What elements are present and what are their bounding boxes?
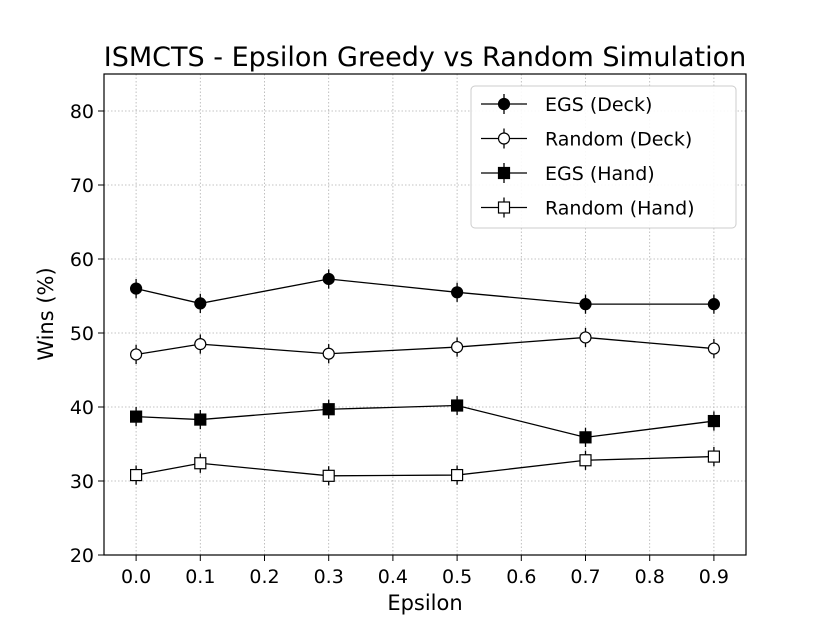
x-tick-label: 0.1 bbox=[185, 566, 215, 588]
x-tick-label: 0.6 bbox=[506, 566, 536, 588]
y-tick-label: 50 bbox=[70, 323, 94, 345]
data-point bbox=[322, 403, 335, 416]
series-line bbox=[135, 278, 714, 305]
legend-label: EGS (Hand) bbox=[545, 163, 655, 185]
legend-label: EGS (Deck) bbox=[545, 94, 652, 116]
data-point bbox=[579, 298, 592, 311]
x-tick-label: 0.3 bbox=[314, 566, 344, 588]
x-tick-label: 0.8 bbox=[635, 566, 665, 588]
axes: 0.0 0.1 0.2 0.3 0.4 0.5 0.6 0.7 0.8 0.9 20 30 40 50 60… bbox=[70, 101, 729, 588]
legend-item: EGS (Hand) bbox=[481, 163, 655, 185]
data-point bbox=[322, 469, 335, 482]
legend-marker bbox=[497, 166, 511, 180]
legend-label: Random (Hand) bbox=[545, 198, 695, 220]
series-line bbox=[135, 455, 714, 477]
series-2 bbox=[130, 395, 721, 447]
data-point bbox=[451, 399, 464, 412]
series-line bbox=[135, 336, 714, 356]
data-point bbox=[451, 340, 464, 354]
legend-item: EGS (Deck) bbox=[481, 94, 652, 116]
data-point bbox=[130, 282, 143, 295]
chart-title: ISMCTS - Epsilon Greedy vs Random Simula… bbox=[104, 42, 746, 73]
data-point bbox=[194, 297, 207, 310]
plot-frame bbox=[103, 73, 747, 556]
legend-marker bbox=[497, 132, 511, 145]
data-point bbox=[707, 342, 721, 355]
data-point bbox=[130, 348, 143, 361]
legend: EGS (Deck) Random (Deck) EGS (Hand) Random … bbox=[470, 85, 737, 229]
y-tick-label: 20 bbox=[70, 545, 94, 567]
series-line bbox=[136, 404, 714, 439]
y-tick-label: 40 bbox=[70, 397, 94, 419]
data-point bbox=[707, 298, 721, 311]
x-tick-label: 0.5 bbox=[442, 566, 472, 588]
x-tick-label: 0.4 bbox=[378, 566, 408, 588]
data-point bbox=[579, 431, 592, 444]
data-point bbox=[194, 338, 207, 351]
x-tick-label: 0.7 bbox=[570, 566, 600, 588]
data-point bbox=[579, 454, 592, 467]
legend-marker bbox=[497, 97, 511, 111]
data-point bbox=[194, 457, 207, 470]
data-point bbox=[579, 331, 592, 344]
data-point bbox=[451, 468, 464, 482]
data-point bbox=[130, 410, 143, 423]
data-point bbox=[707, 414, 721, 428]
series-layer bbox=[130, 269, 721, 486]
series-3 bbox=[130, 446, 721, 486]
data-point bbox=[451, 286, 464, 299]
y-tick-label: 60 bbox=[70, 249, 94, 271]
data-point bbox=[322, 272, 335, 286]
legend-item: Random (Deck) bbox=[481, 128, 692, 151]
legend-item: Random (Hand) bbox=[481, 197, 695, 220]
data-point bbox=[322, 347, 335, 360]
x-tick-label: 0.9 bbox=[699, 566, 729, 588]
legend-box bbox=[470, 85, 737, 229]
x-tick-label: 0.0 bbox=[121, 566, 151, 588]
series-0 bbox=[130, 269, 721, 314]
legend-marker bbox=[497, 201, 511, 214]
legend-label: Random (Deck) bbox=[545, 129, 692, 151]
data-point bbox=[707, 450, 721, 463]
y-axis-label: Wins (%) bbox=[34, 267, 58, 360]
y-tick-label: 30 bbox=[70, 471, 94, 493]
x-tick-label: 0.2 bbox=[249, 566, 279, 588]
y-tick-label: 80 bbox=[70, 101, 94, 123]
data-point bbox=[130, 468, 143, 482]
series-1 bbox=[130, 327, 721, 365]
x-axis-label: Epsilon bbox=[387, 591, 462, 615]
y-tick-label: 70 bbox=[70, 175, 94, 197]
data-point bbox=[194, 413, 207, 426]
